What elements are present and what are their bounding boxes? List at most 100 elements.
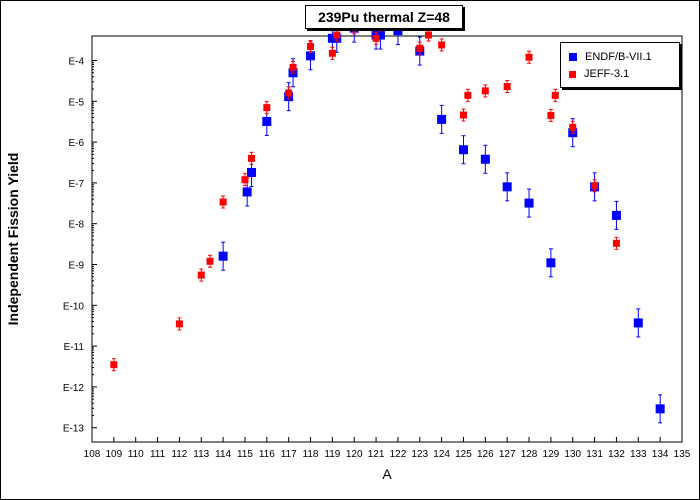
marker [289, 63, 297, 71]
data-point-endf [546, 248, 556, 278]
marker [247, 167, 257, 177]
x-tick-label: 135 [674, 449, 691, 460]
data-point-endf [218, 241, 228, 271]
marker [197, 271, 205, 279]
marker [502, 182, 512, 192]
data-point-jeff [241, 173, 249, 187]
x-tick-label: 114 [215, 449, 231, 460]
marker [333, 31, 341, 39]
data-point-endf [655, 394, 665, 424]
marker [633, 318, 643, 328]
marker [242, 187, 252, 197]
marker [218, 251, 228, 261]
data-point-jeff [333, 28, 341, 42]
data-point-jeff [481, 84, 489, 98]
x-axis-label: A [382, 466, 392, 482]
y-tick-label: E-6 [68, 138, 84, 149]
y-tick-label: E-5 [68, 97, 84, 108]
data-point-jeff [459, 108, 467, 122]
marker [262, 116, 272, 126]
x-axis-ticks: 108 109 110 111 112 113 114 115 116 117 118 119 120 1… [84, 437, 691, 460]
data-point-endf [611, 200, 621, 230]
marker [612, 239, 620, 247]
y-tick-label: E-10 [63, 301, 85, 312]
data-point-jeff [464, 88, 472, 102]
x-tick-label: 110 [128, 449, 144, 460]
marker [591, 182, 599, 190]
y-tick-label: E-8 [68, 220, 84, 231]
marker [524, 198, 534, 208]
data-point-jeff [307, 40, 315, 54]
data-point-endf [502, 172, 512, 202]
data-point-jeff [569, 120, 577, 134]
x-tick-label: 117 [281, 449, 297, 460]
data-point-jeff [612, 236, 620, 250]
marker [459, 111, 467, 119]
data-point-jeff [197, 268, 205, 282]
data-point-jeff [206, 254, 214, 268]
marker [241, 176, 249, 184]
marker [481, 87, 489, 95]
plot-area [91, 35, 683, 443]
data-point-jeff [110, 358, 118, 372]
marker [393, 26, 403, 36]
data-point-jeff [416, 41, 424, 55]
marker [547, 111, 555, 119]
marker [372, 34, 380, 42]
x-tick-label: 120 [346, 449, 363, 460]
x-tick-label: 112 [171, 449, 187, 460]
x-tick-label: 121 [368, 449, 385, 460]
x-tick-label: 125 [455, 449, 472, 460]
data-point-endf [458, 135, 468, 165]
data-point-jeff [591, 179, 599, 193]
marker [328, 49, 336, 57]
marker [175, 320, 183, 328]
chart-title: 239Pu thermal Z=48 [305, 5, 463, 29]
x-tick-label: 116 [259, 449, 275, 460]
y-tick-label: E-13 [63, 424, 85, 435]
y-tick-label: E-7 [68, 179, 84, 190]
marker [503, 83, 511, 91]
data-point-endf [437, 104, 447, 134]
x-tick-label: 115 [237, 449, 253, 460]
x-tick-label: 118 [303, 449, 319, 460]
data-point-jeff [328, 46, 336, 60]
legend-swatch-endf [569, 53, 577, 62]
x-tick-label: 131 [586, 449, 603, 460]
data-point-jeff [289, 60, 297, 74]
y-tick-label: E-11 [64, 342, 85, 353]
marker [546, 258, 556, 268]
y-axis-ticks: E-4 E-5 E-6 E-7 E-8 E-9 E-10 E-11 E-12 E-13 [63, 56, 97, 435]
x-tick-label: 122 [390, 449, 407, 460]
marker [551, 91, 559, 99]
y-tick-label: E-9 [68, 261, 84, 272]
y-axis-label: Independent Fission Yield [5, 153, 21, 326]
legend: ENDF/B-VII.1 JEFF-3.1 [560, 42, 680, 88]
x-tick-label: 111 [150, 449, 166, 460]
x-tick-label: 134 [652, 449, 669, 460]
data-point-jeff [285, 86, 293, 100]
data-point-jeff [503, 80, 511, 94]
data-point-jeff [175, 317, 183, 331]
marker [437, 114, 447, 124]
data-point-jeff [219, 195, 227, 209]
marker [307, 43, 315, 51]
x-tick-label: 127 [499, 449, 516, 460]
data-point-jeff [438, 38, 446, 52]
marker [611, 210, 621, 220]
data-point-jeff [372, 31, 380, 45]
marker [569, 123, 577, 131]
marker [464, 91, 472, 99]
marker [525, 53, 533, 61]
marker [438, 41, 446, 49]
data-point-jeff [525, 50, 533, 64]
marker [285, 89, 293, 97]
marker [416, 44, 424, 52]
x-tick-label: 126 [477, 449, 494, 460]
marker [655, 404, 665, 414]
data-point-endf [633, 308, 643, 338]
x-tick-label: 108 [84, 449, 101, 460]
y-tick-label: E-4 [68, 56, 84, 67]
marker [480, 154, 490, 164]
x-tick-label: 119 [324, 449, 340, 460]
